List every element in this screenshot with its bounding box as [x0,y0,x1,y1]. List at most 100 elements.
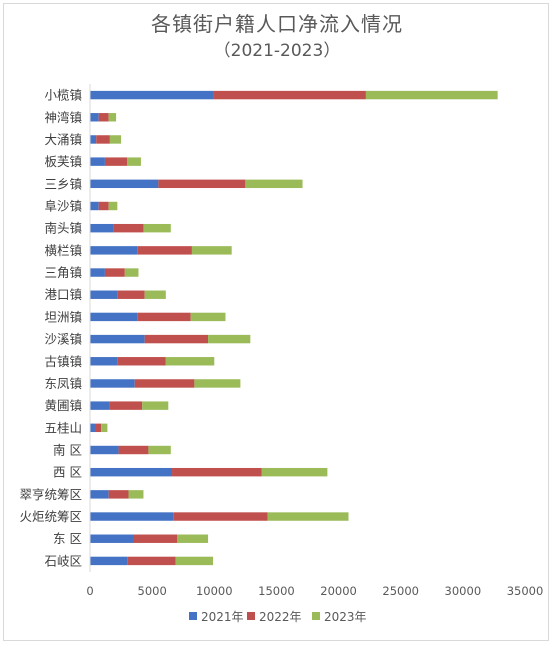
bar-segment-1 [90,423,95,433]
bar-segment-3 [142,401,169,410]
bar-segment-1 [90,157,105,166]
bar-segment-1 [90,379,135,388]
x-tick-label: 5000 [138,584,167,598]
bar-segment-2 [134,379,195,388]
category-label: 神湾镇 [44,110,82,125]
category-label: 五桂山 [44,420,82,435]
bar-segment-2 [98,113,109,122]
x-tick-label: 30000 [445,584,482,598]
bar-segment-1 [90,312,138,322]
bar-segment-1 [90,179,159,189]
category-label: 沙溪镇 [44,332,82,347]
chart-subtitle: （2021-2023） [213,41,341,61]
bar-segment-1 [90,113,99,122]
bar-segment-1 [90,401,110,410]
bar-segment-2 [172,467,262,477]
bar-segment-2 [137,246,192,255]
bar-segment-3 [194,379,241,388]
bar-segment-1 [90,90,214,100]
x-tick-label: 25000 [382,584,419,598]
bar-segment-2 [117,357,166,366]
bar-segment-2 [127,556,176,566]
bar-segment-3 [261,467,328,477]
legend-swatch [247,612,255,620]
bar-segment-2 [109,401,143,410]
legend-swatch [189,612,197,620]
x-tick-label: 15000 [258,584,295,598]
bar-segment-2 [137,312,191,322]
bar-segment-1 [90,223,114,233]
bar-segment-2 [96,135,110,144]
bar-segment-3 [365,90,498,100]
x-axis: 0 5000 10000 15000 20000 25000 30000 35000 [86,84,543,598]
x-tick-label: 35000 [507,584,544,598]
bar-segment-3 [177,534,209,543]
legend: 2021年 2022年 2023年 [189,610,367,624]
category-labels: 小榄镇神湾镇大涌镇板芙镇三乡镇阜沙镇南头镇横栏镇三角镇港口镇坦洲镇沙溪镇古镇镇东… [19,88,82,569]
bar-segment-3 [208,334,251,344]
category-label: 阜沙镇 [44,199,82,214]
bar-segment-1 [90,445,119,455]
category-label: 古镇镇 [44,354,82,369]
bar-segment-3 [165,357,215,366]
bar-segment-3 [109,135,122,144]
bar-segment-1 [90,268,105,277]
bar-segment-1 [90,201,99,211]
bar-segment-3 [191,246,232,255]
bar-segment-1 [90,357,118,366]
bar-segment-1 [90,490,109,499]
bar-segment-3 [143,223,171,233]
category-label: 三角镇 [44,265,82,280]
bar-segment-2 [104,157,128,166]
category-label: 横栏镇 [44,243,82,258]
bar-segment-3 [245,179,303,189]
bar-segment-3 [175,556,214,566]
bar-segment-3 [190,312,226,322]
bar-segment-1 [90,512,174,521]
category-label: 港口镇 [44,287,82,302]
legend-label: 2021年 [201,610,244,624]
legend-swatch [312,612,320,620]
bar-segment-2 [118,445,149,455]
bar-segment-2 [98,201,109,211]
category-label: 大涌镇 [44,132,82,147]
category-label: 南 区 [53,443,82,458]
bar-segment-3 [108,113,117,122]
bar-segment-2 [173,512,268,521]
bar-segment-2 [133,534,177,543]
category-label: 小榄镇 [44,88,82,103]
category-label: 石岐区 [44,553,82,568]
x-tick-label: 10000 [196,584,233,598]
bar-segment-2 [158,179,246,189]
category-label: 翠亨统筹区 [19,487,82,502]
bar-segment-2 [108,490,129,499]
x-tick-label: 0 [86,584,93,598]
bar-segment-1 [90,467,173,477]
bar-segment-1 [90,534,134,543]
bar-group [90,90,498,566]
bar-segment-3 [127,157,141,166]
bar-segment-2 [94,423,102,433]
bar-segment-2 [144,334,209,344]
bar-segment-3 [124,268,139,277]
bar-segment-3 [144,290,166,299]
bar-segment-2 [113,223,144,233]
category-label: 黄圃镇 [44,398,82,413]
category-label: 东凤镇 [44,376,82,391]
bar-segment-1 [90,246,138,255]
category-label: 东 区 [53,531,82,546]
bar-segment-3 [267,512,349,521]
category-label: 三乡镇 [44,176,82,191]
x-tick-label: 20000 [320,584,357,598]
legend-label: 2023年 [324,610,367,624]
category-label: 板芙镇 [44,154,82,169]
bar-segment-3 [148,445,171,455]
bar-segment-3 [128,490,144,499]
bar-segment-1 [90,556,128,566]
legend-label: 2022年 [259,610,302,624]
bar-segment-1 [90,135,97,144]
category-label: 西 区 [53,465,82,480]
bar-segment-3 [101,423,108,433]
category-label: 火炬统筹区 [19,509,82,524]
